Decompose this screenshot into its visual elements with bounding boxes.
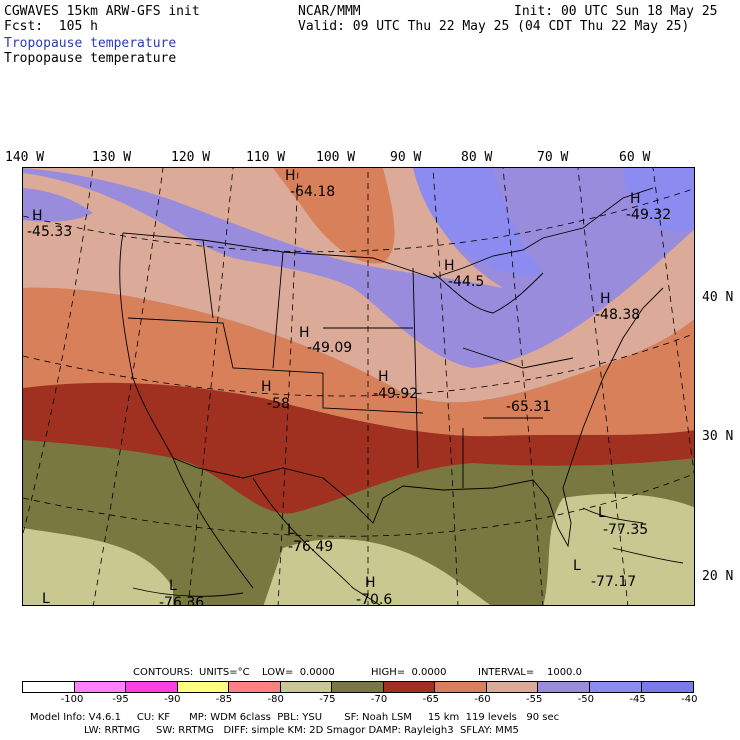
map-hl-label: L [573, 558, 581, 574]
legend-swatch [229, 682, 281, 692]
contours-label: CONTOURS: [133, 667, 194, 678]
color-legend [22, 681, 695, 693]
field-title-2: Tropopause temperature [4, 51, 177, 66]
legend-tick-label: -95 [112, 694, 129, 705]
legend-tick-label: -65 [422, 694, 439, 705]
map-value-label: -77.35 [603, 522, 648, 538]
lon-label: 130 W [92, 150, 132, 165]
lat-label: 30 N [702, 429, 734, 444]
legend-swatch [383, 682, 436, 692]
legend-swatch [126, 682, 178, 692]
map-value-label: -48.38 [595, 307, 640, 323]
map-hl-label: H [444, 258, 455, 274]
legend-swatch [590, 682, 642, 692]
temperature-map: H -45.33 H -64.18 H -44.5 H -49.32 H -48… [23, 168, 694, 606]
lat-label: 40 N [702, 290, 734, 305]
band-khaki-southwest [23, 528, 173, 605]
legend-swatch [280, 682, 333, 692]
map-hl-label: H [365, 575, 376, 591]
field-title-1: Tropopause temperature [4, 36, 177, 51]
legend-swatch [177, 682, 230, 692]
band-orange [23, 287, 694, 437]
map-value-label: -45.33 [27, 224, 72, 240]
legend-swatch [641, 682, 694, 692]
band-purple-west [23, 188, 93, 222]
map-value-label: -65.31 [506, 399, 551, 415]
map-value-label: -49.32 [626, 207, 671, 223]
legend-swatch [486, 682, 539, 692]
map-value-label: -76.36 [159, 595, 204, 606]
map-hl-label: H [299, 325, 310, 341]
lon-label: 70 W [537, 150, 569, 165]
band-purple [23, 168, 694, 368]
model-title: CGWAVES 15km ARW-GFS init [4, 4, 200, 19]
map-hl-label: L [287, 522, 295, 538]
band-khaki-gulf [263, 539, 491, 605]
map-value-label: -49.09 [307, 340, 352, 356]
lat-label: 20 N [702, 569, 734, 584]
legend-tick-label: -45 [629, 694, 646, 705]
legend-swatch [538, 682, 591, 692]
map-hl-label: H [600, 291, 611, 307]
lon-label: 140 W [5, 150, 45, 165]
map-value-label: -77.17 [591, 574, 636, 590]
map-hl-label: L [42, 591, 50, 606]
legend-swatch [74, 682, 127, 692]
contours-units: UNITS=°C [199, 667, 250, 678]
map-value-label: -76.49 [288, 539, 333, 555]
band-dark-red [23, 382, 694, 514]
contours-interval: INTERVAL= 1000.0 [478, 667, 582, 678]
lon-label: 120 W [171, 150, 211, 165]
legend-swatch [23, 682, 75, 692]
model-info-line-2: LW: RRTMG SW: RRTMG DIFF: simple KM: 2D … [84, 725, 519, 736]
map-hl-label: L [169, 578, 177, 594]
lon-label: 100 W [316, 150, 356, 165]
map-value-label: -49.92 [373, 386, 418, 402]
map-value-label: -64.18 [290, 184, 335, 200]
init-time: Init: 00 UTC Sun 18 May 25 [514, 4, 718, 19]
boundaries [119, 187, 684, 605]
map-value-label: -70.6 [356, 592, 392, 606]
legend-tick-label: -85 [215, 694, 233, 705]
map-hl-label: L [598, 505, 606, 521]
legend-tick-label: -55 [526, 694, 543, 705]
legend-tick-label: -70 [370, 694, 388, 705]
legend-swatch [435, 682, 487, 692]
legend-tick-label: -80 [267, 694, 284, 705]
map-value-label: -58 [267, 396, 290, 412]
legend-tick-label: -100 [60, 694, 84, 705]
contours-high: HIGH= 0.0000 [371, 667, 447, 678]
forecast-hour: Fcst: 105 h [4, 19, 98, 34]
legend-swatch [332, 682, 384, 692]
map-hl-label: H [285, 168, 296, 184]
contours-low: LOW= 0.0000 [262, 667, 335, 678]
legend-tick-label: -90 [164, 694, 181, 705]
model-info-line-1: Model Info: V4.6.1 CU: KF MP: WDM 6class… [30, 712, 560, 723]
legend-tick-label: -75 [319, 694, 336, 705]
center-label: NCAR/MMM [298, 4, 361, 19]
graticule [23, 168, 694, 605]
map-hl-label: H [378, 369, 389, 385]
lon-label: 90 W [390, 150, 422, 165]
map-value-label: -44.5 [448, 274, 484, 290]
legend-tick-label: -40 [681, 694, 698, 705]
legend-tick-label: -50 [577, 694, 595, 705]
lon-label: 60 W [619, 150, 651, 165]
map-hl-label: H [630, 191, 641, 207]
valid-time: Valid: 09 UTC Thu 22 May 25 (04 CDT Thu … [298, 19, 690, 34]
lon-label: 110 W [246, 150, 286, 165]
band-blue-great-lakes [413, 168, 543, 277]
map-panel: H -45.33 H -64.18 H -44.5 H -49.32 H -48… [22, 167, 695, 606]
lon-label: 80 W [461, 150, 493, 165]
band-orange-north [273, 168, 395, 264]
map-hl-label: H [32, 208, 43, 224]
map-hl-label: H [261, 379, 272, 395]
legend-tick-label: -60 [474, 694, 491, 705]
